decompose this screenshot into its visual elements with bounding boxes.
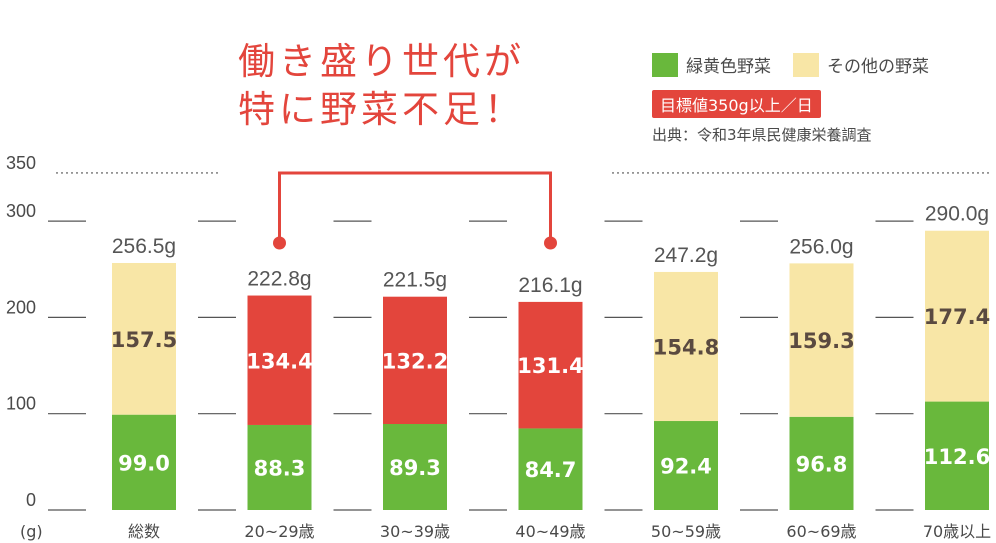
bar-other: [789, 263, 854, 417]
bar-green: [112, 414, 176, 510]
x-category-label: 70歳以上: [923, 522, 991, 541]
bracket-line: [278, 171, 552, 243]
bar-other: [925, 230, 989, 402]
legend: 緑黄色野菜 その他の野菜: [652, 52, 929, 77]
source-note: 出典：令和3年県民健康栄養調査: [652, 126, 872, 144]
legend-swatch-other: [793, 52, 819, 77]
value-label-green: 99.0: [118, 451, 170, 475]
value-label-other: 154.8: [653, 335, 719, 359]
total-label: 216.1g: [518, 274, 582, 297]
legend-label-other: その他の野菜: [827, 57, 929, 77]
bar-green: [789, 416, 854, 510]
value-label-green: 89.3: [389, 456, 441, 480]
value-label-other: 159.3: [788, 329, 854, 353]
bar-green: [518, 428, 583, 510]
highlight-bracket: [273, 171, 557, 250]
bars: [112, 230, 989, 510]
value-label-green: 112.6: [924, 445, 990, 469]
bar-other-highlight: [383, 296, 447, 425]
legend-label-green: 緑黄色野菜: [686, 57, 771, 77]
headline-line2: 特に野菜不足！: [238, 88, 525, 131]
total-label: 222.8g: [247, 268, 311, 291]
total-label: 256.5g: [112, 235, 176, 258]
value-label-green: 96.8: [796, 452, 848, 476]
bar-green: [247, 424, 312, 510]
x-category-label: 総数: [128, 522, 160, 541]
bar-green: [925, 401, 989, 510]
bar-other-highlight: [247, 295, 312, 425]
value-label-other: 177.4: [924, 305, 990, 329]
x-category-label: 60~69歳: [786, 522, 856, 541]
x-category-label: 20~29歳: [244, 522, 314, 541]
value-label-green: 88.3: [254, 456, 306, 480]
legend-swatch-green: [652, 52, 678, 77]
total-label: 221.5g: [383, 269, 447, 292]
bar-green: [654, 421, 718, 510]
y-tick-label: 350: [6, 153, 36, 173]
value-label-other: 157.5: [111, 328, 177, 352]
x-category-label: 50~59歳: [651, 522, 721, 541]
x-category-label: 40~49歳: [515, 522, 585, 541]
labels: 0 100 200 300 350 (g) 99.0 157.5 256.5g 総数 88.3 134…: [6, 153, 991, 541]
bar-other: [112, 262, 176, 415]
x-category-label: 30~39歳: [380, 522, 450, 541]
bracket-dot: [273, 236, 286, 250]
value-label-other: 134.4: [246, 349, 312, 373]
total-label: 290.0g: [925, 203, 989, 226]
y-tick-label: 200: [6, 297, 36, 317]
y-grid: [48, 220, 914, 511]
total-label: 247.2g: [654, 244, 718, 267]
value-label-green: 84.7: [525, 458, 577, 482]
target-badge: 目標値350g以上／日: [652, 90, 821, 118]
y-tick-label: 300: [6, 201, 36, 221]
y-tick-label: 100: [6, 394, 36, 414]
bracket-dot: [544, 236, 557, 250]
bar-green: [383, 424, 447, 510]
value-label-other: 132.2: [382, 349, 448, 373]
bar-other-highlight: [518, 301, 583, 429]
headline-line1: 働き盛り世代が: [238, 40, 525, 83]
total-label: 256.0g: [789, 235, 853, 258]
headline: 働き盛り世代が 特に野菜不足！: [238, 38, 598, 134]
bar-other: [654, 271, 718, 422]
y-tick-label: 0: [26, 490, 36, 510]
value-label-green: 92.4: [660, 455, 712, 479]
value-label-other: 131.4: [517, 354, 583, 378]
y-unit-label: (g): [20, 522, 43, 541]
